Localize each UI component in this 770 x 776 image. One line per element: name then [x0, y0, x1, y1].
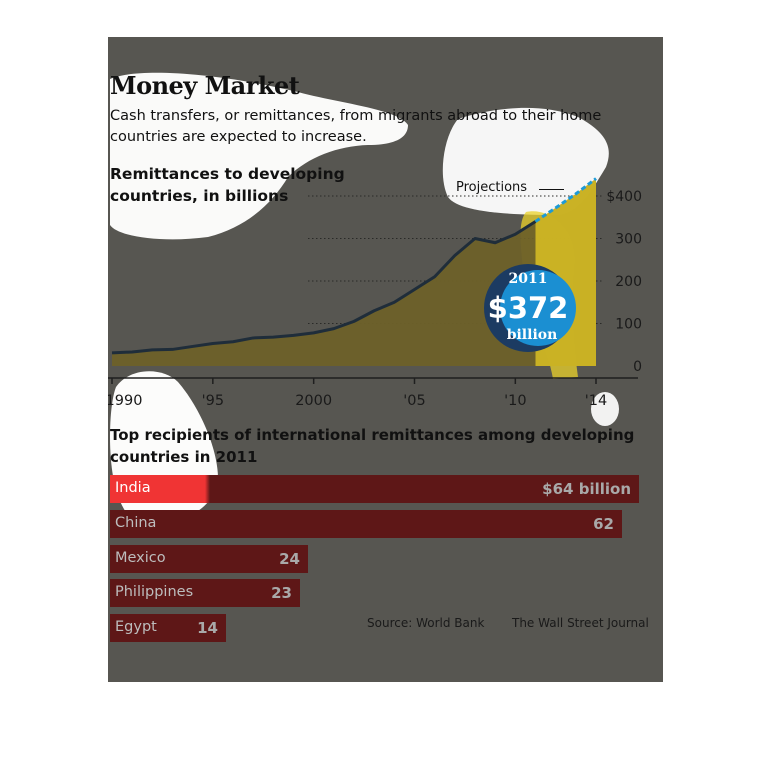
- bar-india: [110, 475, 639, 503]
- bar-egypt: [110, 614, 226, 642]
- y-tick-label: 300: [615, 232, 642, 248]
- callout-year: 2011: [509, 271, 548, 287]
- bar-label-mexico: Mexico: [115, 550, 166, 566]
- bar-label-china: China: [115, 515, 157, 531]
- projections-label: Projections: [456, 180, 528, 195]
- area-fill: [112, 178, 596, 366]
- y-tick-label: $400: [606, 189, 642, 205]
- highlight-blob-projection: [442, 107, 609, 215]
- credit-note: The Wall Street Journal: [512, 616, 649, 630]
- highlight-blob-14: [591, 392, 619, 426]
- bar-value-egypt: 14: [197, 619, 218, 637]
- x-tick-label: 1990: [108, 393, 142, 409]
- projection-line: [534, 177, 597, 223]
- graphic-panel: 2011 $372 billion 0 100 200 300 $400 1990 '95 2000…: [108, 37, 663, 682]
- bar-value-mexico: 24: [279, 550, 300, 568]
- y-tick-label: 100: [615, 317, 642, 333]
- x-tick-label: '95: [202, 393, 224, 409]
- area-chart: 2011 $372 billion 0 100 200 300 $400 1990 '95 2000…: [108, 177, 642, 409]
- source-note: Source: World Bank: [367, 616, 485, 630]
- bar-label-egypt: Egypt: [115, 619, 157, 635]
- y-tick-label: 200: [615, 274, 642, 290]
- x-tick-label: '05: [403, 393, 425, 409]
- x-tick-label: '14: [585, 393, 607, 409]
- bar-label-philippines: Philippines: [115, 584, 194, 600]
- bar-philippines: [110, 579, 300, 607]
- bar-china: [110, 510, 622, 538]
- x-tick-label: 2000: [295, 393, 332, 409]
- callout-circle: [500, 270, 576, 346]
- series-line: [111, 220, 537, 355]
- page-title: Money Market: [110, 71, 300, 100]
- highlight-blob-title: [110, 72, 408, 240]
- y-tick-label: 0: [633, 359, 642, 375]
- subtitle: Cash transfers, or remittances, from mig…: [110, 108, 602, 145]
- x-tick-label: '10: [504, 393, 526, 409]
- bar-value-philippines: 23: [271, 584, 292, 602]
- chart-title: Remittances to developing countries, in …: [110, 165, 345, 205]
- bar-value-india: $64 billion: [542, 480, 631, 498]
- bar-label-india: India: [115, 480, 151, 496]
- callout-value: $372: [488, 291, 569, 325]
- callout-unit: billion: [507, 327, 558, 343]
- bar-chart-title: Top recipients of international remittan…: [110, 426, 635, 466]
- projections-leader-line: [539, 189, 564, 190]
- bar-value-china: 62: [593, 515, 614, 533]
- bar-mexico: [110, 545, 308, 573]
